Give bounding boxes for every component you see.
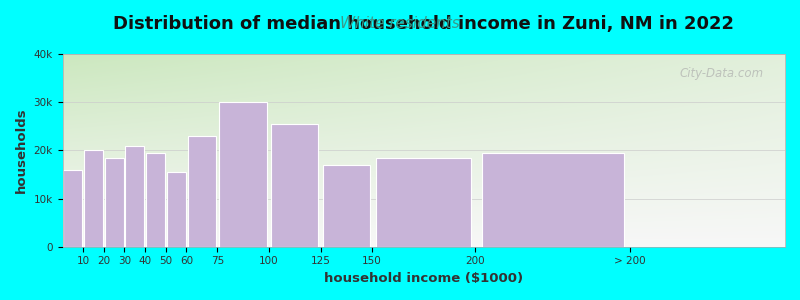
Bar <box>482 153 624 247</box>
Bar <box>105 158 124 247</box>
Bar <box>146 153 165 247</box>
Y-axis label: households: households <box>15 107 28 193</box>
Bar <box>126 146 144 247</box>
Bar <box>219 102 267 247</box>
Bar <box>188 136 216 247</box>
Bar <box>63 169 82 247</box>
Text: City-Data.com: City-Data.com <box>679 68 763 80</box>
Bar <box>376 158 471 247</box>
Bar <box>166 172 186 247</box>
Bar <box>322 165 370 247</box>
X-axis label: household income ($1000): household income ($1000) <box>324 272 523 285</box>
Bar <box>271 124 318 247</box>
Title: Distribution of median household income in Zuni, NM in 2022: Distribution of median household income … <box>114 15 734 33</box>
Bar <box>84 150 103 247</box>
Text: White residents: White residents <box>340 16 460 32</box>
